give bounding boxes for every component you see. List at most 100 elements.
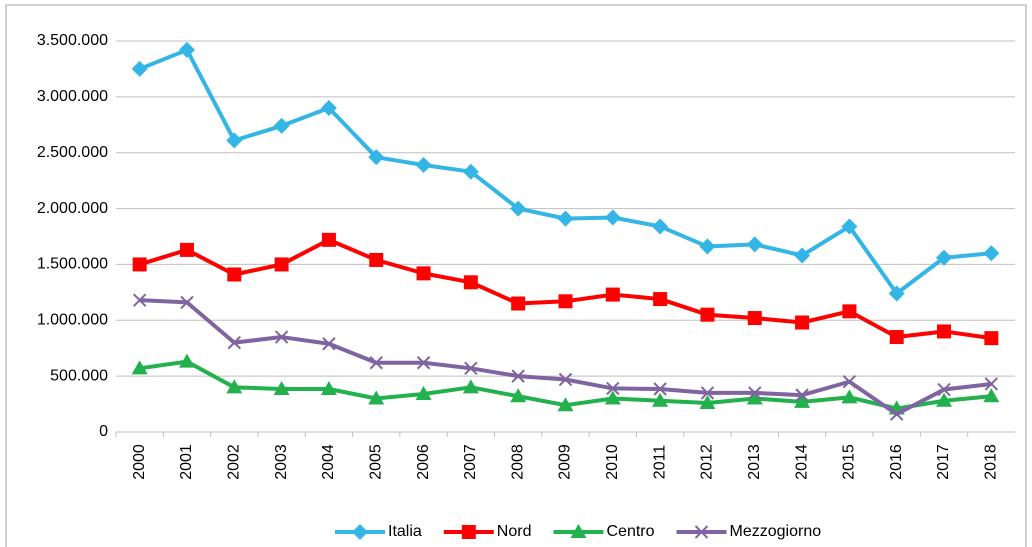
- marker: [699, 238, 716, 255]
- marker: [179, 242, 194, 257]
- marker: [984, 377, 999, 391]
- marker: [273, 117, 290, 134]
- x-tick-label: 2010: [604, 444, 621, 480]
- x-tick-label: 2009: [557, 444, 574, 480]
- x-tick-label: 2018: [983, 444, 1000, 480]
- marker: [889, 330, 904, 345]
- marker: [227, 335, 241, 350]
- marker: [464, 361, 478, 376]
- marker: [604, 209, 621, 226]
- marker: [841, 218, 858, 235]
- marker: [320, 380, 337, 395]
- marker: [557, 210, 574, 227]
- marker: [748, 386, 762, 400]
- marker: [605, 287, 620, 302]
- x-tick-label: 2004: [320, 444, 337, 480]
- marker: [369, 356, 383, 370]
- marker: [226, 132, 243, 149]
- marker: [274, 257, 289, 272]
- marker: [936, 392, 953, 407]
- marker: [511, 296, 526, 311]
- legend-label: Italia: [388, 523, 422, 540]
- marker: [131, 60, 148, 77]
- x-tick-label: 2013: [746, 444, 763, 480]
- marker: [795, 315, 810, 330]
- legend-label: Nord: [497, 523, 532, 540]
- marker: [132, 257, 147, 272]
- marker: [795, 388, 809, 402]
- marker: [461, 525, 476, 539]
- marker: [653, 292, 668, 307]
- marker: [746, 236, 763, 253]
- marker: [132, 293, 147, 307]
- marker: [463, 275, 478, 290]
- marker: [652, 218, 669, 235]
- marker: [352, 524, 368, 540]
- x-tick-label: 2007: [462, 444, 479, 480]
- x-tick-label: 2016: [888, 444, 905, 480]
- marker: [984, 331, 999, 346]
- marker: [226, 379, 243, 394]
- x-tick-label: 2014: [793, 444, 810, 480]
- y-tick-label: 3.500.000: [37, 32, 108, 49]
- marker: [888, 285, 905, 302]
- marker: [273, 380, 290, 395]
- legend-label: Mezzogiorno: [730, 523, 822, 540]
- y-tick-label: 3.000.000: [37, 88, 108, 105]
- marker: [558, 372, 573, 387]
- x-tick-label: 2012: [699, 444, 716, 480]
- marker: [604, 390, 621, 405]
- x-tick-label: 2000: [131, 444, 148, 480]
- marker: [511, 369, 525, 383]
- y-tick-label: 1.000.000: [37, 312, 108, 329]
- marker: [369, 252, 384, 267]
- marker: [652, 392, 669, 407]
- marker: [416, 266, 431, 281]
- x-tick-label: 2002: [226, 444, 243, 480]
- marker: [557, 397, 574, 412]
- marker: [178, 353, 195, 368]
- marker: [794, 393, 811, 408]
- marker: [368, 390, 385, 405]
- y-tick-label: 2.500.000: [37, 144, 108, 161]
- marker: [416, 356, 431, 370]
- marker: [274, 330, 289, 344]
- marker: [180, 295, 194, 310]
- marker: [227, 267, 242, 282]
- x-tick-label: 2011: [651, 445, 668, 480]
- marker: [983, 245, 1000, 262]
- marker: [462, 379, 479, 394]
- marker: [178, 41, 195, 58]
- marker: [570, 524, 587, 538]
- marker: [415, 386, 432, 401]
- marker: [937, 324, 952, 339]
- marker: [746, 390, 763, 405]
- marker: [842, 375, 857, 389]
- y-tick-label: 500.000: [50, 367, 108, 384]
- x-tick-label: 2008: [509, 444, 526, 480]
- marker: [653, 382, 667, 396]
- marker: [694, 525, 709, 539]
- x-tick-label: 2017: [935, 444, 952, 480]
- marker: [322, 337, 336, 351]
- x-tick-label: 2001: [178, 444, 195, 480]
- x-tick-label: 2003: [273, 444, 290, 480]
- marker: [510, 388, 527, 403]
- marker: [794, 247, 811, 264]
- y-tick-label: 1.500.000: [37, 256, 108, 273]
- y-tick-label: 0: [99, 423, 108, 440]
- marker: [558, 294, 573, 309]
- marker: [131, 360, 148, 375]
- marker: [699, 394, 716, 409]
- marker: [700, 386, 715, 400]
- marker: [936, 249, 953, 266]
- marker: [510, 200, 527, 217]
- marker: [606, 381, 620, 396]
- marker: [321, 232, 336, 247]
- marker: [983, 388, 1000, 403]
- chart-border: [5, 4, 1027, 547]
- x-tick-label: 2005: [367, 444, 384, 480]
- y-tick-label: 2.000.000: [37, 200, 108, 217]
- marker: [842, 304, 857, 319]
